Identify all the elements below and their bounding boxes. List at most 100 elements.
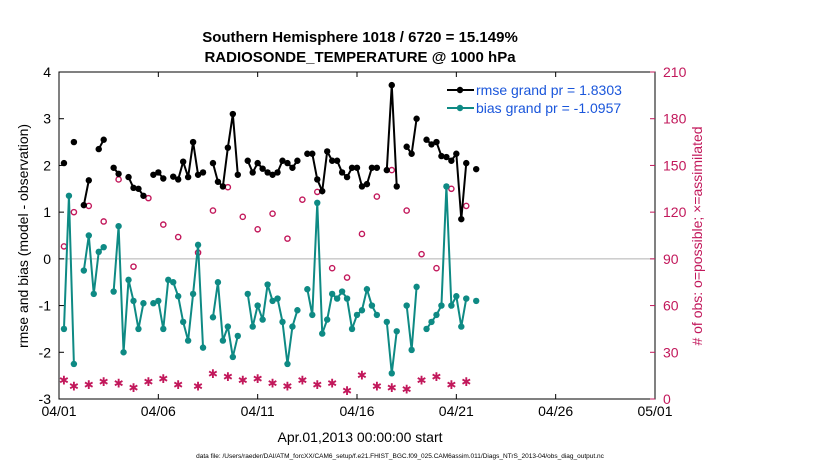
y-left-tick-label: 2 (43, 157, 51, 173)
bias-point (259, 316, 266, 323)
bias-point (264, 281, 271, 288)
bias-point (433, 311, 440, 319)
rmse-point (373, 164, 381, 171)
obs-possible-point (85, 202, 93, 210)
bias-point (135, 325, 142, 333)
rmse-point (368, 164, 376, 171)
y-right-tick-label: 0 (663, 391, 671, 407)
obs-possible-point (299, 196, 306, 203)
rmse-point (304, 150, 311, 157)
x-tick-label: 04/11 (241, 403, 275, 419)
bias-point (284, 360, 291, 368)
rmse-point (438, 152, 445, 160)
y-right-tick-label: 210 (663, 64, 687, 80)
bias-point (229, 353, 237, 361)
bias-point (249, 323, 256, 330)
rmse-point (393, 183, 400, 190)
bias-point (343, 295, 351, 302)
obs-assimilated-point: ✱ (446, 378, 456, 392)
bias-point (85, 232, 93, 239)
bias-point (65, 192, 73, 199)
rmse-point (443, 153, 450, 161)
rmse-point (85, 177, 93, 184)
bias-point (184, 337, 192, 344)
rmse-point (353, 164, 361, 171)
rmse-point (433, 138, 440, 146)
bias-point (179, 318, 187, 326)
y-axis-left: -3 -2 -1 0 1 2 3 4 (39, 64, 64, 407)
bias-point (160, 325, 167, 333)
rmse-point (309, 150, 316, 157)
rmse-point (324, 148, 331, 155)
obs-assimilated-point: ✱ (297, 373, 307, 387)
rmse-point (458, 215, 465, 223)
y-right-tick-label: 150 (663, 157, 687, 173)
obs-assimilated-point: ✱ (342, 384, 352, 398)
bias-point (219, 337, 227, 344)
rmse-point (343, 173, 351, 181)
obs-assimilated-point: ✱ (253, 372, 263, 386)
obs-assimilated-point: ✱ (99, 375, 109, 389)
y-left-tick-label: -2 (39, 344, 52, 360)
rmse-point (219, 183, 227, 190)
obs-possible-point (100, 218, 107, 225)
rmse-point (135, 185, 142, 192)
bias-point (234, 332, 241, 340)
bias-point (244, 290, 251, 298)
rmse-point (110, 164, 117, 171)
obs-possible-point (313, 188, 321, 196)
x-tick-label: 04/26 (538, 403, 573, 419)
obs-assimilated-point: ✱ (223, 370, 233, 384)
bias-point (368, 302, 376, 309)
rmse-point (338, 169, 346, 176)
bias-point (458, 323, 465, 330)
rmse-point (194, 171, 202, 178)
obs-assimilated-point: ✱ (268, 376, 278, 390)
obs-possible-point (373, 193, 381, 200)
series-line (82, 180, 90, 206)
bias-point (363, 286, 371, 293)
obs-assimilated-point: ✱ (59, 373, 69, 387)
rmse-point (289, 164, 296, 171)
x-axis-label: Apr.01,2013 00:00:00 start (277, 429, 442, 445)
bias-point (90, 290, 97, 298)
rmse-point (199, 169, 207, 176)
rmse-point (319, 187, 326, 195)
bias-point (125, 276, 132, 284)
bias-point (209, 314, 217, 321)
obs-possible-point (418, 250, 425, 258)
rmse-point (209, 159, 217, 167)
bias-point (254, 302, 261, 309)
y-axis-left-label: rmse and bias (model - observation) (15, 124, 31, 348)
bias-point (328, 290, 336, 298)
obs-assimilated-point: ✱ (417, 373, 427, 387)
rmse-point (214, 178, 222, 185)
rmse-point (224, 144, 232, 151)
bias-point (463, 295, 470, 302)
bias-point (214, 279, 222, 286)
chart-subtitle: RADIOSONDE_TEMPERATURE @ 1000 hPa (204, 49, 516, 66)
x-tick-label: 04/01 (41, 403, 76, 419)
obs-assimilated-point: ✱ (158, 372, 168, 386)
bias-point (403, 302, 410, 309)
rmse-point (358, 183, 366, 190)
bias-point (189, 290, 197, 298)
series-line (62, 195, 75, 364)
y-left-tick-label: 4 (43, 64, 51, 80)
obs-assimilated-point: ✱ (402, 383, 412, 397)
obs-possible-point (145, 194, 152, 202)
y-right-tick-label: 90 (663, 251, 679, 267)
bias-point (393, 328, 400, 335)
obs-assimilated-point: ✱ (208, 367, 218, 381)
x-tick-label: 04/06 (141, 403, 176, 419)
obs-possible-point (448, 185, 455, 193)
series-line (212, 113, 239, 189)
rmse-point (274, 169, 281, 176)
obs-possible-point (433, 264, 440, 272)
obs-assimilated-point: ✱ (143, 375, 153, 389)
rmse-point (254, 159, 261, 167)
bias-point (473, 297, 480, 305)
rmse-point (160, 175, 167, 182)
bias-point (194, 241, 202, 249)
